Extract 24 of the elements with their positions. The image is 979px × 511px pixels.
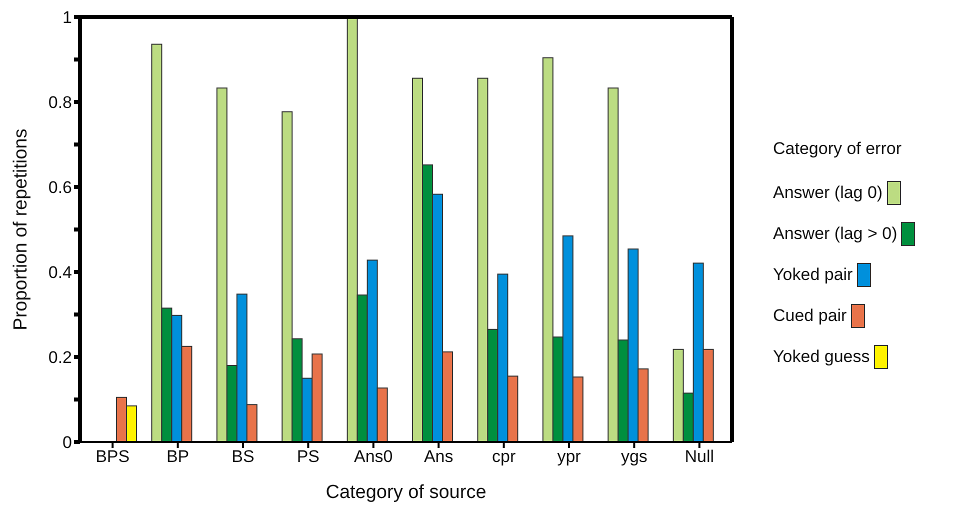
x-tick-label: Ans0 [354,447,393,466]
x-tick-label: ypr [557,447,582,466]
legend-label: Answer (lag > 0) [773,224,898,244]
y-axis-title: Proportion of repetitions [10,128,32,330]
x-tick-label: Null [684,447,714,466]
x-tick-label: BPS [96,447,130,466]
x-tick-label: Ans [424,447,454,466]
y-tick-label: 0.2 [48,348,72,368]
x-tick-label: BP [166,447,190,466]
x-axis-title: Category of source [326,482,486,503]
y-tick-label: 0 [62,433,72,452]
x-tick-label: ygs [620,447,648,466]
y-tick-label: 0.4 [48,263,72,282]
legend-label: Answer (lag 0) [773,183,883,203]
x-tick-label: BS [232,447,254,466]
legend-label: Yoked pair [773,265,853,285]
x-tick-label: cpr [492,447,516,466]
y-tick-label: 0.6 [48,178,72,198]
y-tick-label: 0.8 [48,93,72,112]
legend-title: Category of error [773,138,902,158]
x-tick-label: PS [296,447,320,466]
legend-label: Cued pair [773,306,847,326]
legend-label: Yoked guess [773,347,870,367]
y-tick-label: 1 [62,8,72,28]
